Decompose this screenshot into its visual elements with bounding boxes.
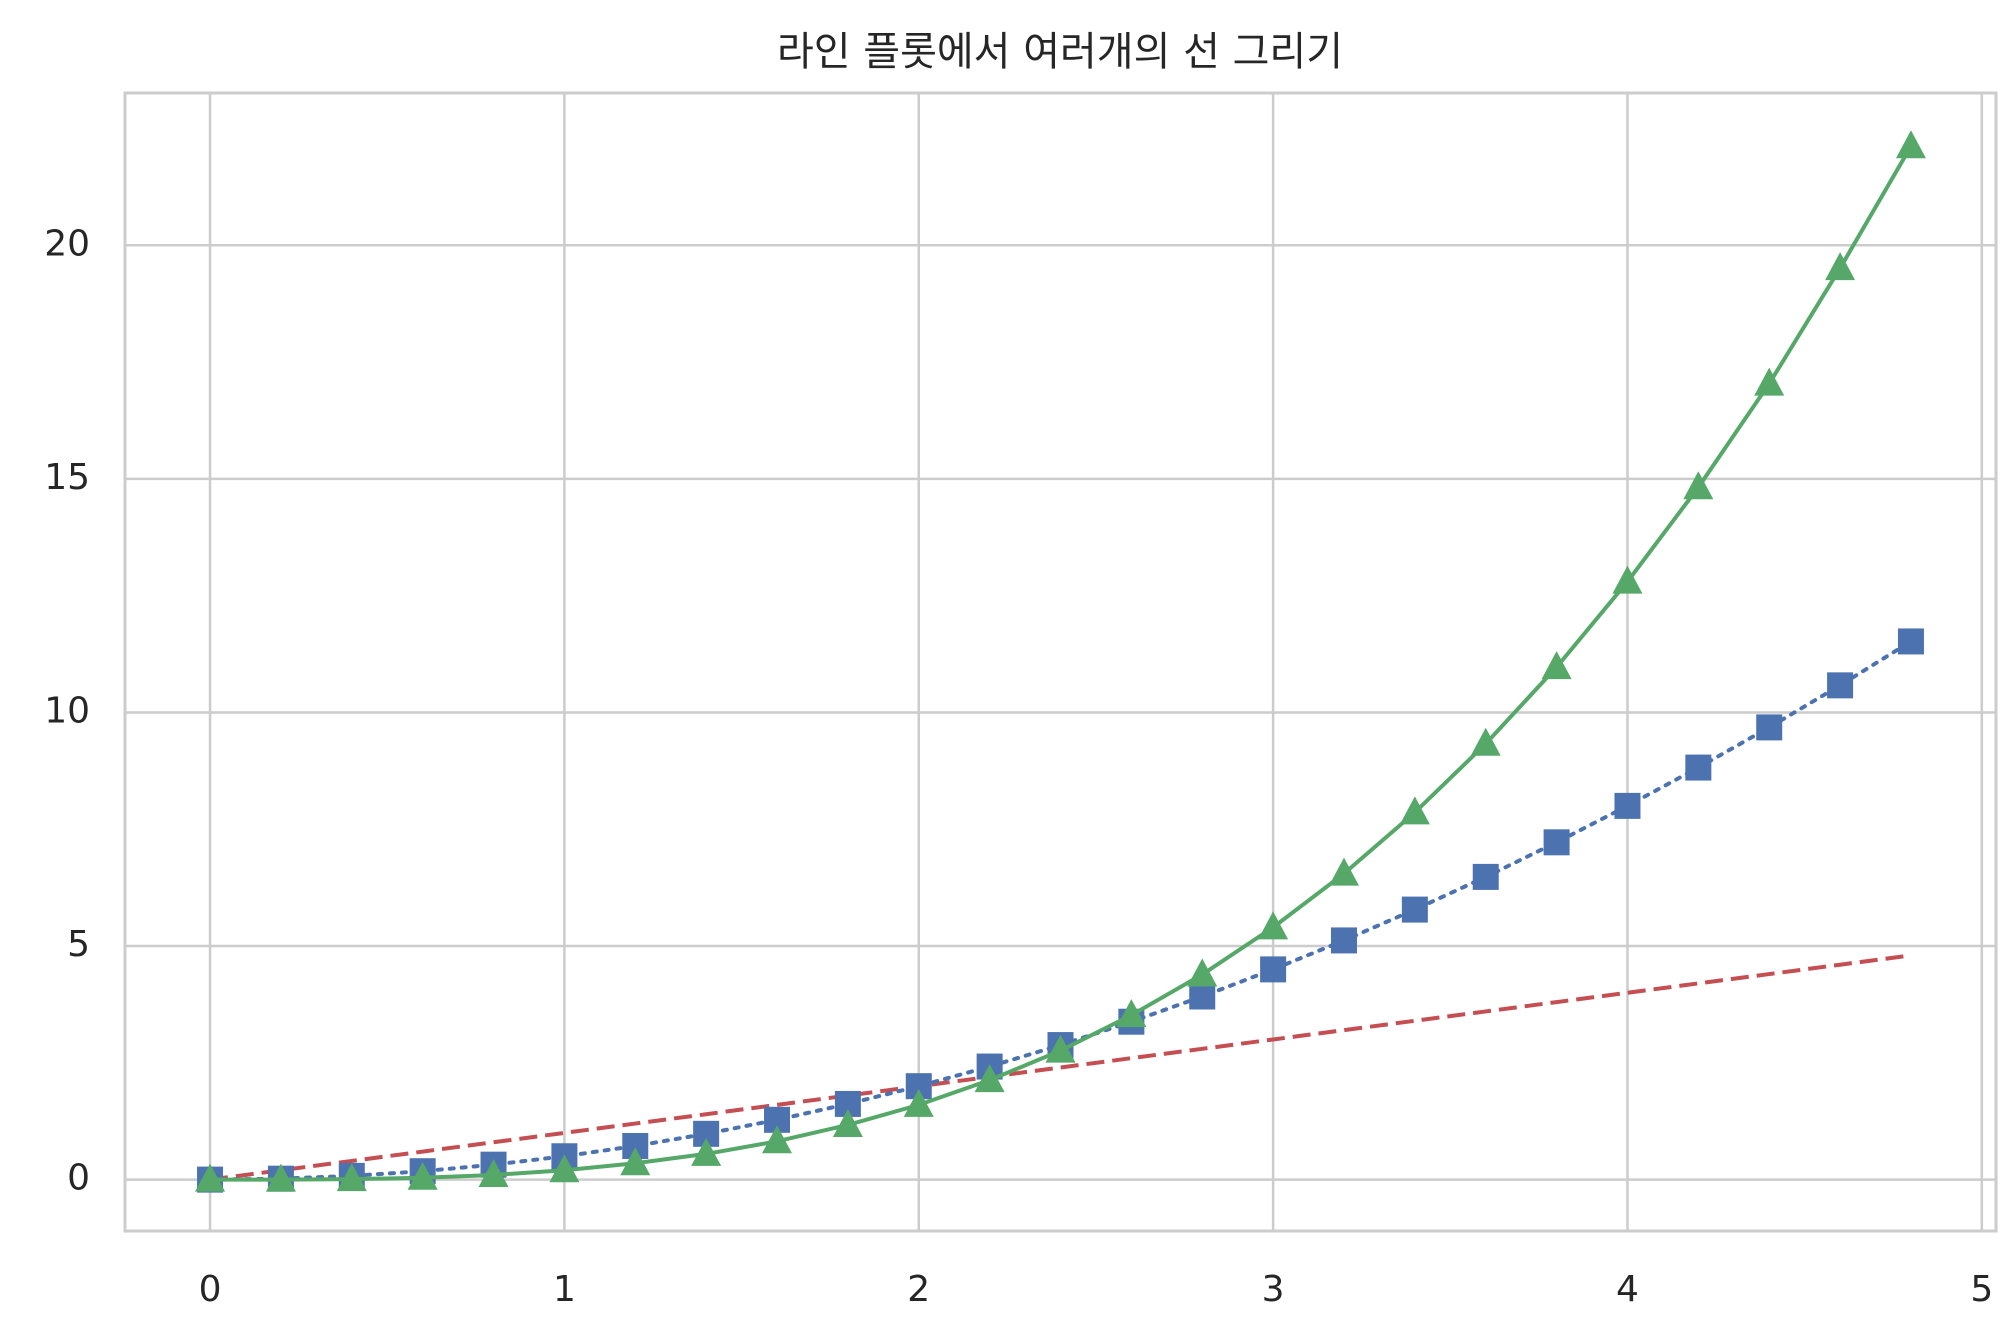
triangle-marker (195, 1163, 226, 1192)
triangle-marker (265, 1163, 296, 1192)
chart-title: 라인 플롯에서 여러개의 선 그리기 (777, 29, 1343, 75)
y-tick-label: 10 (44, 690, 90, 731)
triangle-marker (407, 1161, 438, 1190)
triangle-marker (1045, 1034, 1076, 1063)
triangle-marker (832, 1108, 863, 1137)
triangle-marker (1541, 651, 1572, 680)
x-tick-label: 1 (553, 1269, 576, 1310)
triangle-marker (478, 1158, 509, 1187)
square-marker (1756, 714, 1783, 741)
square-marker (1614, 792, 1641, 819)
triangle-marker (1683, 471, 1714, 500)
square-marker (1472, 863, 1499, 890)
triangle-marker (974, 1064, 1005, 1093)
x-tick-label: 2 (907, 1269, 930, 1310)
triangle-marker (1399, 796, 1430, 825)
triangle-marker (620, 1147, 651, 1176)
square-marker (1260, 956, 1287, 983)
triangle-marker (1258, 911, 1289, 940)
plot-frame (123, 91, 1998, 1233)
x-tick-label: 3 (1262, 1269, 1285, 1310)
triangle-marker (903, 1088, 934, 1117)
triangle-marker (1328, 857, 1359, 886)
square-marker (1189, 983, 1216, 1010)
triangle-marker (1116, 999, 1147, 1028)
triangle-marker (762, 1125, 793, 1154)
x-tick-label: 5 (1970, 1269, 1993, 1310)
triangle-marker (1895, 130, 1926, 159)
square-marker (1543, 829, 1570, 856)
triangle-marker (336, 1163, 367, 1192)
x-tick-label: 4 (1616, 1269, 1639, 1310)
square-marker (1827, 672, 1854, 699)
y-tick-label: 15 (44, 457, 90, 498)
y-tick-label: 0 (67, 1158, 90, 1199)
y-tick-label: 5 (67, 924, 90, 965)
triangle-marker (1470, 727, 1501, 756)
triangle-marker (691, 1137, 722, 1166)
x-tick-label: 0 (199, 1269, 222, 1310)
square-marker (1685, 754, 1712, 781)
square-marker (1401, 896, 1428, 923)
triangle-marker (1612, 565, 1643, 594)
triangle-marker (1754, 367, 1785, 396)
y-tick-label: 20 (44, 223, 90, 264)
triangle-marker (1825, 252, 1856, 281)
square-marker (1897, 628, 1924, 655)
triangle-marker (549, 1154, 580, 1183)
triangle-marker (1187, 958, 1218, 987)
square-marker (1330, 927, 1357, 954)
